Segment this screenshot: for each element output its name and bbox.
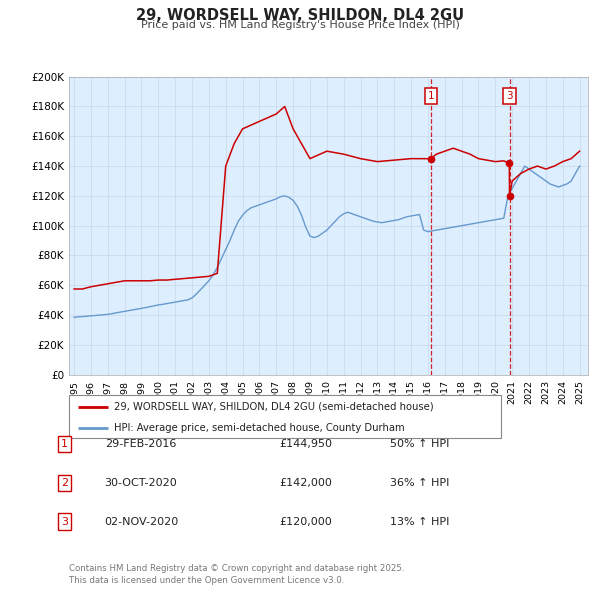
Text: 30-OCT-2020: 30-OCT-2020 [104, 478, 178, 487]
Text: £120,000: £120,000 [280, 517, 332, 526]
Text: £144,950: £144,950 [280, 439, 332, 448]
FancyBboxPatch shape [69, 395, 501, 438]
Text: 50% ↑ HPI: 50% ↑ HPI [391, 439, 449, 448]
Text: 29, WORDSELL WAY, SHILDON, DL4 2GU (semi-detached house): 29, WORDSELL WAY, SHILDON, DL4 2GU (semi… [115, 402, 434, 412]
Text: Price paid vs. HM Land Registry's House Price Index (HPI): Price paid vs. HM Land Registry's House … [140, 20, 460, 30]
Text: 3: 3 [61, 517, 68, 526]
Text: HPI: Average price, semi-detached house, County Durham: HPI: Average price, semi-detached house,… [115, 424, 405, 434]
Text: 13% ↑ HPI: 13% ↑ HPI [391, 517, 449, 526]
Text: 1: 1 [61, 439, 68, 448]
Text: 3: 3 [506, 91, 513, 101]
Text: £142,000: £142,000 [280, 478, 332, 487]
Text: 02-NOV-2020: 02-NOV-2020 [104, 517, 178, 526]
Text: 36% ↑ HPI: 36% ↑ HPI [391, 478, 449, 487]
Text: 1: 1 [427, 91, 434, 101]
Text: 29-FEB-2016: 29-FEB-2016 [106, 439, 176, 448]
Text: Contains HM Land Registry data © Crown copyright and database right 2025.
This d: Contains HM Land Registry data © Crown c… [69, 565, 404, 585]
Text: 29, WORDSELL WAY, SHILDON, DL4 2GU: 29, WORDSELL WAY, SHILDON, DL4 2GU [136, 8, 464, 23]
Text: 2: 2 [61, 478, 68, 487]
